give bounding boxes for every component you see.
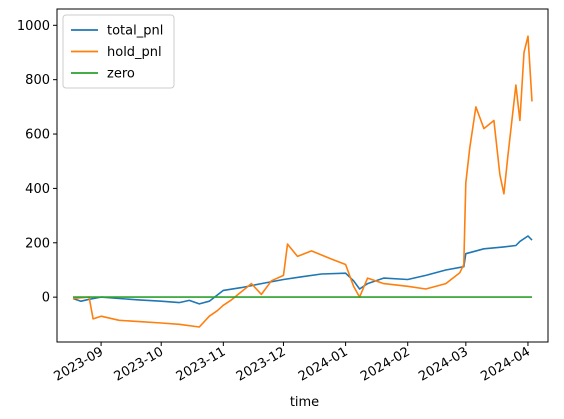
y-tick-label: 0 xyxy=(42,291,50,306)
series-line-total-pnl xyxy=(72,235,533,305)
legend-label-hold-pnl: hold_pnl xyxy=(107,45,162,60)
legend-box xyxy=(62,14,175,89)
series-line-hold-pnl xyxy=(72,35,533,328)
x-axis-label: time xyxy=(290,395,319,410)
series-layer xyxy=(72,35,533,328)
y-tick-label: 400 xyxy=(25,182,50,197)
y-tick-label: 600 xyxy=(25,128,50,143)
plot-frame xyxy=(56,8,549,343)
legend-label-total-pnl: total_pnl xyxy=(107,24,163,39)
y-axis: 0 200 400 600 800 1000 xyxy=(17,19,57,306)
y-tick-label: 1000 xyxy=(17,19,50,34)
y-tick-label: 200 xyxy=(25,236,50,251)
y-tick-label: 800 xyxy=(25,73,50,88)
legend-label-zero: zero xyxy=(107,67,135,82)
